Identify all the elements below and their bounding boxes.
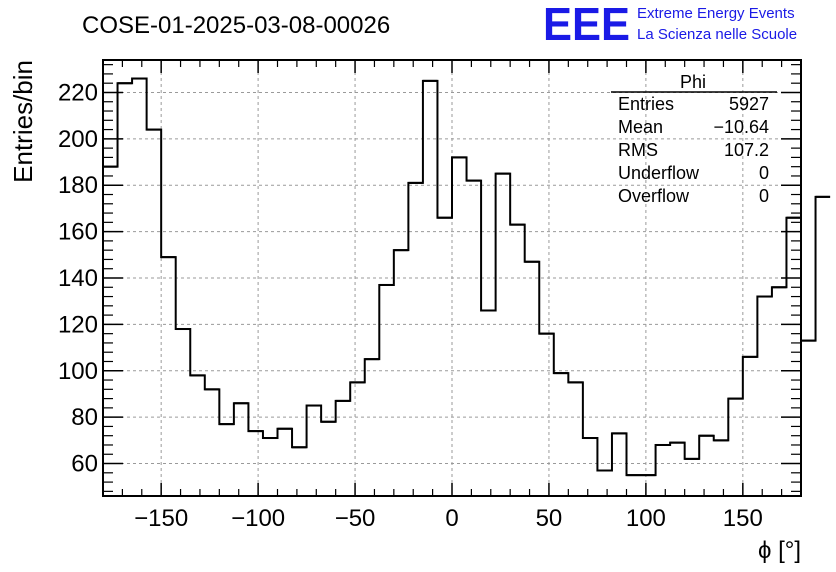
stats-box: Phi Entries 5927 Mean −10.64 RMS 107.2 U…: [611, 72, 777, 206]
x-tick-label: −150: [134, 505, 188, 532]
stats-mean-value: −10.64: [713, 117, 769, 137]
y-tick-label: 120: [58, 311, 98, 338]
y-tick-label: 160: [58, 219, 98, 246]
eee-logo: EEE: [543, 0, 630, 50]
brand-line-2: La Scienza nelle Scuole: [637, 26, 797, 43]
y-tick-label: 100: [58, 358, 98, 385]
y-tick-label: 180: [58, 172, 98, 199]
x-tick-label: 0: [445, 505, 458, 532]
y-tick-label: 80: [71, 404, 98, 431]
histogram-step-line: [103, 77, 831, 477]
tick-layer: −150 −100 −50 0 50 100 150 60 80 100 120 140 160 180 2…: [58, 60, 802, 532]
x-tick-label: −100: [231, 505, 285, 532]
x-tick-label: −50: [335, 505, 376, 532]
stats-mean-label: Mean: [618, 117, 663, 137]
x-axis-label: ϕ [°]: [758, 537, 801, 564]
x-tick-label: 150: [723, 505, 763, 532]
stats-overflow-label: Overflow: [618, 186, 690, 206]
chart-title: COSE-01-2025-03-08-00026: [82, 12, 390, 39]
stats-rms-label: RMS: [618, 140, 658, 160]
stats-rms-value: 107.2: [724, 140, 769, 160]
stats-overflow-value: 0: [759, 186, 769, 206]
y-tick-label: 220: [58, 79, 98, 106]
histogram-layer: [103, 77, 831, 477]
stats-entries-value: 5927: [729, 94, 769, 114]
grid-layer: [103, 60, 801, 496]
stats-box-title: Phi: [680, 72, 706, 92]
stats-underflow-value: 0: [759, 163, 769, 183]
stats-underflow-label: Underflow: [618, 163, 700, 183]
x-tick-label: 100: [626, 505, 666, 532]
y-axis-label: Entries/bin: [8, 60, 38, 183]
y-tick-label: 60: [71, 451, 98, 478]
y-tick-label: 200: [58, 126, 98, 153]
stats-entries-label: Entries: [618, 94, 674, 114]
x-tick-label: 50: [536, 505, 563, 532]
brand-line-1: Extreme Energy Events: [637, 5, 795, 22]
y-tick-label: 140: [58, 265, 98, 292]
